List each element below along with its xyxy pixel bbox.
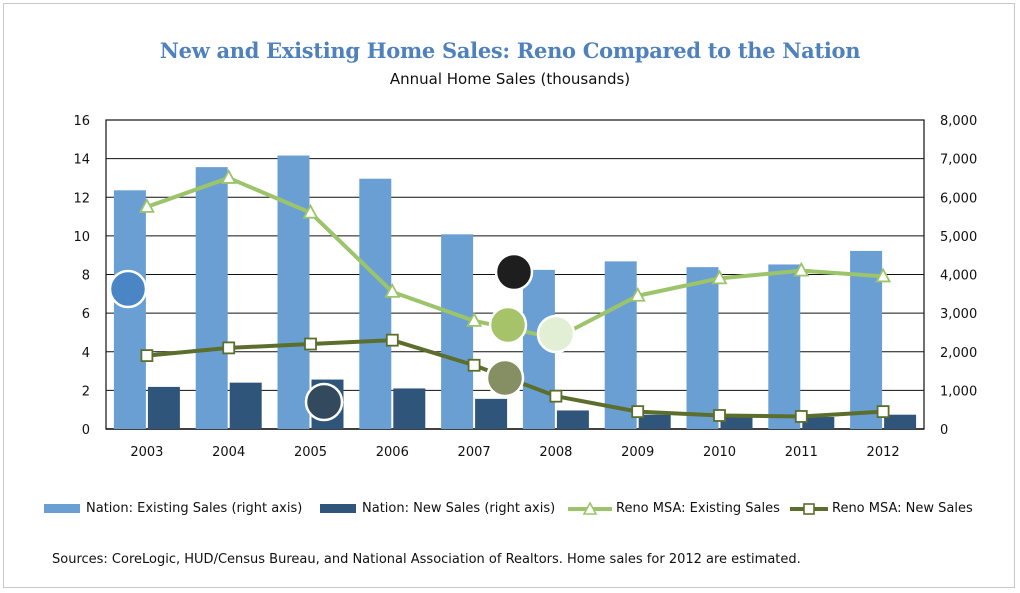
legend-swatch: [790, 502, 828, 515]
bar: [441, 234, 474, 429]
bar: [393, 388, 426, 429]
data-point: [875, 267, 892, 283]
bar: [277, 155, 310, 429]
left-tick-label: 2: [82, 384, 90, 399]
legend-label: Reno MSA: New Sales: [832, 501, 973, 516]
legend-label: Nation: Existing Sales (right axis): [86, 501, 303, 516]
annotation-dot: [304, 382, 344, 422]
left-tick-label: 8: [82, 269, 90, 284]
bar: [768, 264, 801, 429]
data-point: [711, 269, 728, 285]
chart-plot: 0 2 4 6 8 10 12 14 16 0 1,000 2,000 3,000 4,000 5,000 6…: [73, 114, 977, 460]
data-point: [304, 337, 317, 351]
x-tick-label: 2008: [539, 445, 572, 460]
right-tick-label: 6,000: [940, 191, 977, 206]
bar: [147, 386, 180, 429]
legend-item-nation-new: Nation: New Sales (right axis): [320, 501, 555, 516]
data-point: [713, 409, 726, 422]
right-tick-label: 2,000: [940, 346, 977, 361]
legend-swatch: [320, 504, 356, 513]
data-point: [385, 333, 399, 347]
right-tick-label: 5,000: [940, 230, 977, 245]
bar: [556, 410, 589, 429]
data-point: [140, 349, 154, 363]
x-tick-label: 2004: [212, 445, 245, 460]
legend-label: Reno MSA: Existing Sales: [616, 501, 780, 516]
data-point: [138, 198, 155, 213]
legend-swatch: [568, 501, 612, 515]
right-tick-label: 8,000: [940, 114, 977, 129]
x-tick-label: 2003: [130, 445, 163, 460]
annotation-dot: [536, 314, 576, 354]
data-point: [467, 358, 481, 372]
x-tick-label: 2012: [867, 445, 900, 460]
legend-item-reno-new: Reno MSA: New Sales: [790, 501, 973, 516]
left-tick-label: 16: [73, 114, 90, 129]
data-point: [222, 341, 236, 355]
bar: [604, 261, 637, 429]
left-tick-label: 14: [73, 153, 90, 168]
x-tick-label: 2007: [458, 445, 491, 460]
right-tick-label: 7,000: [940, 153, 977, 168]
legend-swatch: [44, 504, 80, 513]
left-tick-label: 6: [82, 307, 90, 322]
bar: [720, 416, 753, 429]
bar: [359, 178, 392, 429]
x-tick-label: 2011: [785, 445, 818, 460]
bar: [195, 167, 228, 429]
chart-frame: [3, 3, 1015, 588]
legend-item-reno-existing: Reno MSA: Existing Sales: [568, 501, 780, 516]
plot-border: [105, 119, 925, 430]
right-tick-label: 4,000: [940, 269, 977, 284]
annotation-dot: [494, 252, 534, 292]
bar: [884, 414, 917, 429]
data-point: [793, 261, 810, 277]
data-point: [794, 410, 808, 423]
x-tick-label: 2006: [376, 445, 409, 460]
data-point: [629, 286, 646, 302]
bar: [113, 190, 146, 429]
annotation-dot: [488, 305, 528, 345]
left-tick-label: 0: [82, 423, 90, 438]
x-tick-label: 2010: [703, 445, 736, 460]
bar: [475, 398, 508, 429]
x-tick-label: 2005: [294, 445, 327, 460]
data-point: [384, 282, 401, 298]
right-tick-label: 0: [940, 423, 948, 438]
annotation-dot: [485, 358, 525, 398]
right-tick-label: 3,000: [940, 307, 977, 322]
data-point: [549, 389, 563, 403]
legend-item-nation-existing: Nation: Existing Sales (right axis): [44, 501, 302, 516]
data-point: [220, 169, 237, 184]
bar: [686, 267, 719, 429]
data-point: [631, 405, 645, 419]
chart-title: New and Existing Home Sales: Reno Compar…: [159, 38, 861, 63]
left-tick-label: 4: [82, 346, 90, 361]
data-point: [876, 405, 890, 419]
legend-label: Nation: New Sales (right axis): [362, 501, 556, 516]
annotation-dot: [108, 269, 148, 309]
data-point: [302, 203, 319, 219]
bar: [802, 417, 835, 429]
bar: [638, 414, 671, 429]
right-tick-label: 1,000: [940, 384, 977, 399]
source-note: Sources: CoreLogic, HUD/Census Bureau, a…: [52, 552, 801, 567]
left-tick-label: 12: [73, 191, 90, 206]
data-point: [466, 311, 483, 327]
x-tick-label: 2009: [621, 445, 654, 460]
chart-subtitle: Annual Home Sales (thousands): [389, 70, 631, 88]
left-tick-label: 10: [73, 230, 90, 245]
bar: [229, 382, 262, 429]
